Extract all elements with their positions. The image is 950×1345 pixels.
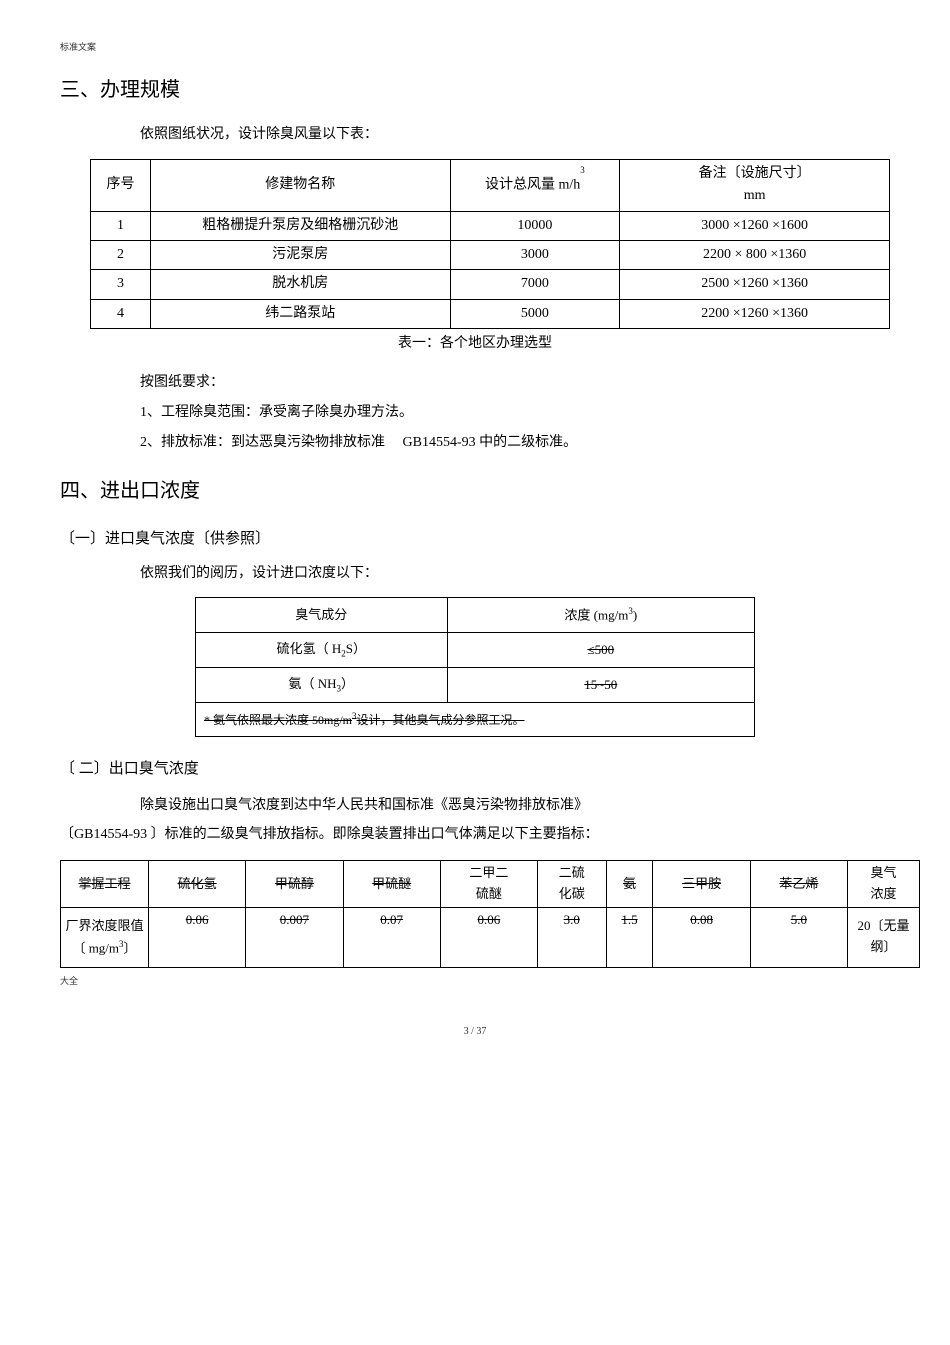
t3-c: 1.5	[606, 907, 653, 967]
table-3-header-row: 掌握工程 硫化氢 甲硫醇 甲硫醚 二甲二硫醚 二硫化碳 氨 三甲胺 苯乙烯 臭气…	[61, 861, 920, 908]
section-3-note-0: 按图纸要求：	[140, 372, 890, 394]
section-4-2-title: 〔 二〕出口臭气浓度	[60, 757, 890, 781]
t3-rowlabel: 厂界浓度限值〔 mg/m3〕	[61, 907, 149, 967]
t1-h-no: 序号	[91, 159, 151, 211]
t3-c: 3.0	[538, 907, 607, 967]
table-2: 臭气成分 浓度 (mg/m3) 硫化氢（ H2S） ≤500 氨（ NH3） 1…	[195, 597, 755, 737]
t3-h: 氨	[606, 861, 653, 908]
t2-note: * 氨气依照最大浓度 50mg/m3设计，其他臭气成分参照工况。	[196, 703, 755, 737]
t1-c: 3	[91, 270, 151, 299]
table-row: 厂界浓度限值〔 mg/m3〕 0.06 0.007 0.07 0.06 3.0 …	[61, 907, 920, 967]
t1-c: 纬二路泵站	[150, 299, 450, 328]
doc-footer-small: 大全	[60, 974, 890, 988]
t1-c: 1	[91, 211, 151, 240]
t3-h: 二甲二硫醚	[440, 861, 537, 908]
table-row: 硫化氢（ H2S） ≤500	[196, 633, 755, 668]
t1-c: 2200 ×1260 ×1360	[620, 299, 890, 328]
t1-c: 2200 × 800 ×1360	[620, 240, 890, 269]
table-1-caption: 表一：各个地区办理选型	[60, 333, 890, 355]
section-4-1-title: 〔一〕进口臭气浓度〔供参照〕	[60, 527, 890, 551]
t1-c: 10000	[450, 211, 620, 240]
section-3-note-1: 1、工程除臭范围：承受离子除臭办理方法。	[140, 402, 890, 424]
t1-c: 4	[91, 299, 151, 328]
t3-c: 0.07	[343, 907, 440, 967]
t3-c: 5.0	[750, 907, 847, 967]
t3-h: 二硫化碳	[538, 861, 607, 908]
t3-c: 0.06	[440, 907, 537, 967]
t1-c: 7000	[450, 270, 620, 299]
section-3-note-2: 2、排放标准：到达恶臭污染物排放标准 GB14554-93 中的二级标准。	[140, 432, 890, 454]
t1-c: 脱水机房	[150, 270, 450, 299]
table-1-header-row: 序号 修建物名称 设计总风量 m/h3 备注〔设施尺寸〕mm	[91, 159, 890, 211]
t3-h: 臭气浓度	[848, 861, 920, 908]
section-3-title: 三、办理规模	[60, 74, 890, 106]
t1-c: 2500 ×1260 ×1360	[620, 270, 890, 299]
t2-c: ≤500	[447, 633, 754, 668]
t2-h-left: 臭气成分	[196, 598, 448, 633]
table-3: 掌握工程 硫化氢 甲硫醇 甲硫醚 二甲二硫醚 二硫化碳 氨 三甲胺 苯乙烯 臭气…	[60, 860, 920, 968]
table-row: 4 纬二路泵站 5000 2200 ×1260 ×1360	[91, 299, 890, 328]
page-number: 3 / 37	[60, 1024, 890, 1040]
table-row: 氨（ NH3） 15~50	[196, 668, 755, 703]
section-4-2-p1: 除臭设施出口臭气浓度到达中华人民共和国标准《恶臭污染物排放标准》	[140, 795, 890, 817]
table-row: 臭气成分 浓度 (mg/m3)	[196, 598, 755, 633]
t3-h: 硫化氢	[149, 861, 246, 908]
t1-h-name: 修建物名称	[150, 159, 450, 211]
t1-c: 污泥泵房	[150, 240, 450, 269]
t3-c: 20〔无量纲〕	[848, 907, 920, 967]
t3-h: 三甲胺	[653, 861, 750, 908]
t1-h-dim: 备注〔设施尺寸〕mm	[620, 159, 890, 211]
t3-c: 0.007	[246, 907, 343, 967]
t3-h: 掌握工程	[61, 861, 149, 908]
table-row: 1 粗格栅提升泵房及细格栅沉砂池 10000 3000 ×1260 ×1600	[91, 211, 890, 240]
table-row: 2 污泥泵房 3000 2200 × 800 ×1360	[91, 240, 890, 269]
t3-h: 甲硫醚	[343, 861, 440, 908]
doc-header-small: 标准文案	[60, 40, 890, 54]
t2-c: 氨（ NH3）	[196, 668, 448, 703]
t1-c: 3000	[450, 240, 620, 269]
table-row: 3 脱水机房 7000 2500 ×1260 ×1360	[91, 270, 890, 299]
t2-c: 15~50	[447, 668, 754, 703]
t1-c: 粗格栅提升泵房及细格栅沉砂池	[150, 211, 450, 240]
t2-h-right: 浓度 (mg/m3)	[447, 598, 754, 633]
t1-c: 2	[91, 240, 151, 269]
table-row: * 氨气依照最大浓度 50mg/m3设计，其他臭气成分参照工况。	[196, 703, 755, 737]
section-4-2-p2: 〔GB14554-93 〕标准的二级臭气排放指标。即除臭装置排出口气体满足以下主…	[60, 824, 890, 846]
t3-c: 0.08	[653, 907, 750, 967]
t3-h: 甲硫醇	[246, 861, 343, 908]
t1-h-flow: 设计总风量 m/h3	[450, 159, 620, 211]
section-4-title: 四、进出口浓度	[60, 475, 890, 507]
t3-c: 0.06	[149, 907, 246, 967]
t1-c: 3000 ×1260 ×1600	[620, 211, 890, 240]
t1-c: 5000	[450, 299, 620, 328]
section-3-intro: 依照图纸状况，设计除臭风量以下表：	[140, 124, 890, 146]
t3-h: 苯乙烯	[750, 861, 847, 908]
section-4-1-intro: 依照我们的阅历，设计进口浓度以下：	[140, 563, 890, 585]
t2-c: 硫化氢（ H2S）	[196, 633, 448, 668]
table-1: 序号 修建物名称 设计总风量 m/h3 备注〔设施尺寸〕mm 1 粗格栅提升泵房…	[90, 159, 890, 329]
